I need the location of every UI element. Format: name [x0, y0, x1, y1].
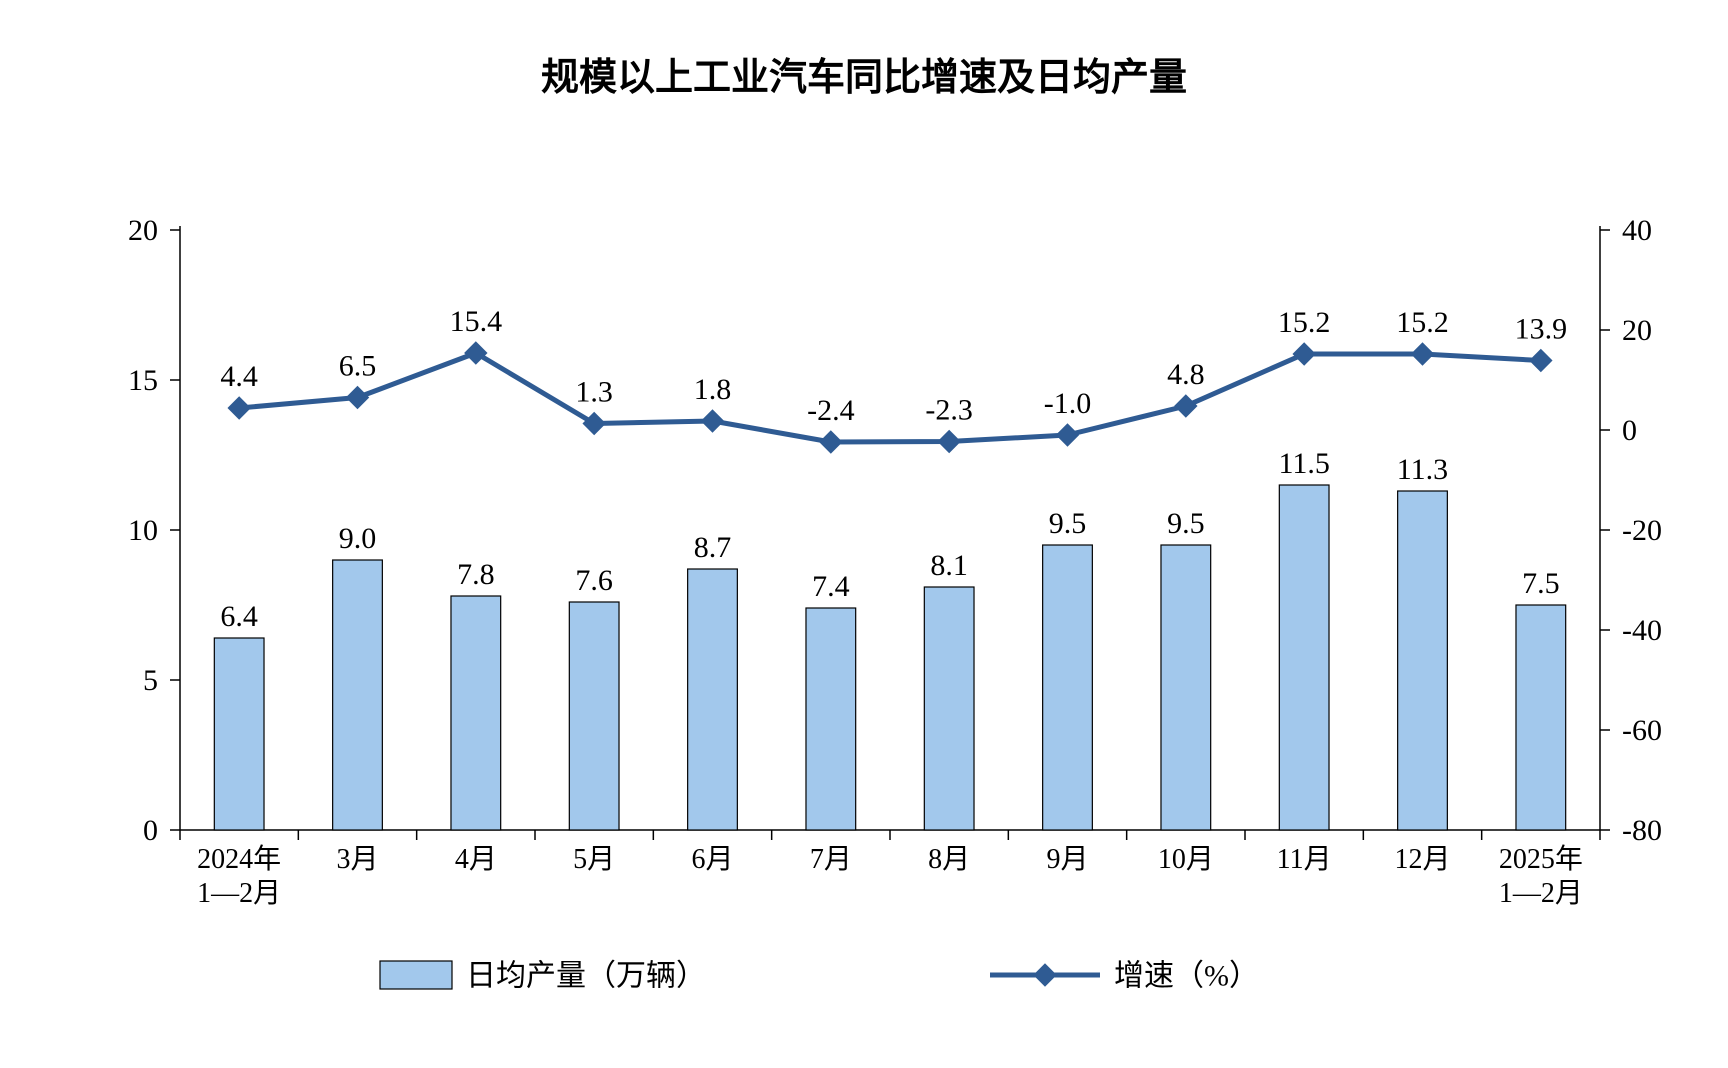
bar — [806, 608, 856, 830]
line-value-label: 4.8 — [1167, 358, 1205, 391]
x-category-label: 10月 — [1158, 844, 1214, 875]
bar — [1516, 605, 1566, 830]
x-category-label: 7月 — [810, 844, 852, 875]
bar-value-label: 9.5 — [1049, 507, 1087, 540]
y-right-tick-label: -80 — [1622, 814, 1662, 847]
x-category-label: 9月 — [1046, 844, 1088, 875]
y-right-tick-label: -60 — [1622, 714, 1662, 747]
legend-line-label: 增速（%） — [1114, 960, 1259, 993]
line-value-label: 15.2 — [1396, 306, 1449, 339]
y-right-tick-label: 20 — [1622, 314, 1652, 347]
bar-value-label: 9.5 — [1167, 507, 1205, 540]
x-category-label: 11月 — [1277, 844, 1332, 875]
line-value-label: -2.3 — [925, 394, 973, 427]
legend-bar-swatch — [380, 961, 452, 989]
line-value-label: 1.8 — [694, 373, 732, 406]
line-value-label: 15.4 — [450, 305, 503, 338]
bar — [214, 638, 264, 830]
line-value-label: -2.4 — [807, 394, 855, 427]
legend-bar-label: 日均产量（万辆） — [466, 960, 706, 993]
x-category-label: 5月 — [573, 844, 615, 875]
bar — [924, 587, 974, 830]
bar-value-label: 9.0 — [339, 522, 377, 555]
y-right-tick-label: -20 — [1622, 514, 1662, 547]
line-value-label: 15.2 — [1278, 306, 1331, 339]
line-value-label: 6.5 — [339, 350, 377, 383]
y-left-tick-label: 0 — [143, 814, 158, 847]
chart-svg: 规模以上工业汽车同比增速及日均产量 0 5 10 15 20 -80 -60 -40 -20 0 20… — [0, 0, 1728, 1068]
y-left-tick-label: 5 — [143, 664, 158, 697]
bar — [1279, 485, 1329, 830]
bar — [1161, 545, 1211, 830]
line-value-label: 4.4 — [220, 360, 258, 393]
y-right-tick-label: -40 — [1622, 614, 1662, 647]
bar-value-label: 7.8 — [457, 558, 495, 591]
bar — [688, 569, 738, 830]
chart-title: 规模以上工业汽车同比增速及日均产量 — [541, 57, 1187, 99]
line-value-label: 1.3 — [575, 376, 613, 409]
bar — [451, 596, 501, 830]
x-category-label: 3月 — [336, 844, 378, 875]
y-right-tick-label: 40 — [1622, 214, 1652, 247]
bar-value-label: 11.3 — [1397, 453, 1448, 486]
y-right-tick-label: 0 — [1622, 414, 1637, 447]
bar-value-label: 8.7 — [694, 531, 732, 564]
bar-value-label: 7.4 — [812, 570, 850, 603]
y-left-tick-label: 15 — [128, 364, 158, 397]
y-left-tick-label: 20 — [128, 214, 158, 247]
bar — [1043, 545, 1093, 830]
x-category-label: 6月 — [691, 844, 733, 875]
bar-value-label: 6.4 — [220, 600, 258, 633]
line-value-label: -1.0 — [1044, 387, 1092, 420]
bar-value-label: 11.5 — [1278, 447, 1329, 480]
bar — [569, 602, 619, 830]
x-category-label: 12月 — [1394, 844, 1450, 875]
bar — [333, 560, 383, 830]
line-value-label: 13.9 — [1515, 313, 1568, 346]
bar-value-label: 7.5 — [1522, 567, 1560, 600]
chart-container: 规模以上工业汽车同比增速及日均产量 0 5 10 15 20 -80 -60 -40 -20 0 20… — [0, 0, 1728, 1068]
y-left-tick-label: 10 — [128, 514, 158, 547]
x-category-label: 4月 — [455, 844, 497, 875]
x-category-label: 8月 — [928, 844, 970, 875]
bar — [1398, 491, 1448, 830]
bar-value-label: 8.1 — [930, 549, 968, 582]
bar-value-label: 7.6 — [575, 564, 613, 597]
